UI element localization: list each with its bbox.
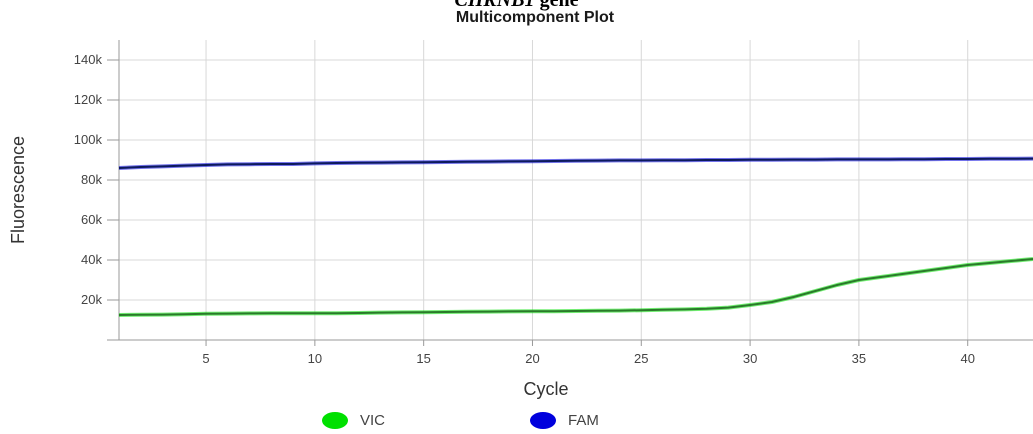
legend: VIC FAM: [0, 412, 1033, 434]
y-tick-label: 120k: [74, 92, 103, 107]
legend-label-vic: VIC: [360, 412, 386, 429]
gene-title-suffix: gene: [534, 0, 579, 11]
x-tick-label: 10: [308, 351, 322, 366]
y-tick-label: 60k: [81, 212, 102, 227]
gene-name: CHRNB1: [454, 0, 535, 11]
y-tick-label: 80k: [81, 172, 102, 187]
x-tick-label: 40: [960, 351, 974, 366]
x-tick-label: 20: [525, 351, 539, 366]
series-fam-line: [118, 157, 1033, 169]
legend-swatch-vic: [322, 412, 348, 429]
x-axis-label: Cycle: [523, 379, 568, 399]
series-vic-line: [118, 258, 1033, 316]
x-tick-label: 15: [416, 351, 430, 366]
legend-label-fam: FAM: [568, 412, 599, 429]
y-axis-label: Fluorescence: [8, 136, 28, 244]
x-tick-label: 5: [202, 351, 209, 366]
y-tick-label: 140k: [74, 52, 103, 67]
series-vic-glow: [118, 257, 1033, 317]
legend-swatch-fam: [530, 412, 556, 429]
x-tick-label: 25: [634, 351, 648, 366]
y-tick-label: 20k: [81, 292, 102, 307]
gene-title: CHRNB1 gene: [0, 0, 1033, 12]
y-tick-label: 40k: [81, 252, 102, 267]
chart-title: Multicomponent Plot: [455, 9, 615, 26]
legend-item-vic[interactable]: VIC: [322, 412, 385, 429]
x-tick-label: 30: [743, 351, 757, 366]
y-tick-label: 100k: [74, 132, 103, 147]
legend-item-fam[interactable]: FAM: [530, 412, 599, 429]
x-tick-label: 35: [852, 351, 866, 366]
